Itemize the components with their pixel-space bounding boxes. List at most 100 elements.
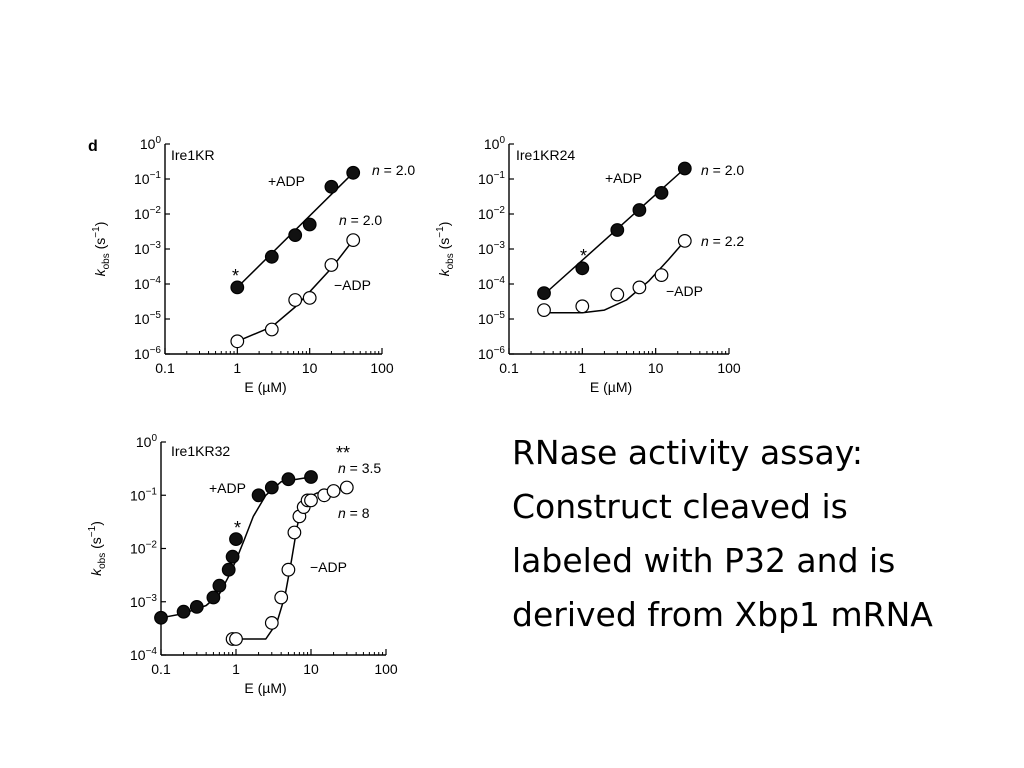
y-axis-label: kobs (s−1) <box>91 222 112 277</box>
panel-letter: d <box>88 138 98 155</box>
x-tick-label: 100 <box>370 360 394 376</box>
y-tick-label: 10−6 <box>478 345 505 362</box>
data-point-minus-adp <box>264 322 279 337</box>
hill-coefficient-label: n = 2.0 <box>372 162 415 178</box>
data-point-plus-adp <box>610 223 625 237</box>
y-tick-label: 10−1 <box>134 170 161 187</box>
data-point-minus-adp <box>654 268 669 283</box>
significance-marker: * <box>234 518 241 538</box>
data-point-plus-adp <box>346 165 361 180</box>
x-tick-label: 0.1 <box>151 661 171 677</box>
data-point-minus-adp <box>610 287 625 302</box>
data-point-plus-adp <box>264 480 279 495</box>
data-point-plus-adp <box>212 578 227 593</box>
y-tick-label: 10−3 <box>130 593 157 610</box>
caption-line: RNase activity assay: <box>512 433 864 472</box>
data-point-plus-adp <box>654 185 669 200</box>
data-point-minus-adp <box>302 291 317 305</box>
data-point-minus-adp <box>229 632 243 646</box>
series-label: −ADP <box>334 277 371 293</box>
panel-title: Ire1KR32 <box>171 443 230 459</box>
y-axis-label: kobs (s−1) <box>435 222 456 277</box>
x-tick-label: 10 <box>303 661 319 677</box>
hill-coefficient-label: n = 2.0 <box>701 162 744 178</box>
panel-title: Ire1KR24 <box>516 147 575 163</box>
hill-coefficient-label: n = 3.5 <box>338 460 381 476</box>
data-point-minus-adp <box>288 293 303 307</box>
data-point-minus-adp <box>274 590 289 605</box>
data-point-plus-adp <box>221 562 236 577</box>
data-point-minus-adp <box>281 562 296 577</box>
data-point-plus-adp <box>324 179 339 194</box>
data-point-plus-adp <box>304 470 318 484</box>
chart-panel-ire1kr: 100 10−1 10−2 10−3 10−4 10−5 10−60.1 1 10 100 E (µ… <box>91 135 415 395</box>
caption-text: RNase activity assay: Construct cleaved … <box>512 426 1012 642</box>
series-label: +ADP <box>605 170 642 186</box>
data-point-plus-adp <box>677 161 692 176</box>
data-point-plus-adp <box>302 217 317 232</box>
y-tick-label: 10−4 <box>130 646 157 663</box>
data-point-plus-adp <box>229 532 243 546</box>
x-tick-label: 1 <box>233 360 241 376</box>
x-tick-label: 0.1 <box>499 360 519 376</box>
data-point-minus-adp <box>537 303 551 318</box>
y-tick-label: 10−5 <box>478 310 505 327</box>
y-tick-label: 10−6 <box>134 345 161 362</box>
y-tick-label: 10−3 <box>134 240 161 257</box>
x-tick-label: 0.1 <box>155 360 175 376</box>
y-tick-label: 10−1 <box>478 170 505 187</box>
data-point-plus-adp <box>264 249 279 264</box>
significance-marker: * <box>580 246 587 266</box>
data-point-plus-adp <box>154 610 168 625</box>
data-point-plus-adp <box>206 590 221 605</box>
x-tick-label: 1 <box>578 360 586 376</box>
x-tick-label: 10 <box>302 360 318 376</box>
caption-line: Construct cleaved is <box>512 487 848 526</box>
data-point-minus-adp <box>264 616 279 630</box>
data-point-plus-adp <box>176 604 191 619</box>
x-tick-label: 10 <box>648 360 664 376</box>
data-point-minus-adp <box>346 233 361 248</box>
hill-coefficient-label: n = 8 <box>338 505 370 521</box>
data-point-plus-adp <box>537 286 551 301</box>
significance-marker: * <box>232 266 239 286</box>
hill-coefficient-label: n = 2.2 <box>701 233 744 249</box>
panel-title: Ire1KR <box>171 147 215 163</box>
data-point-plus-adp <box>189 600 204 614</box>
fit-line-plus-adp <box>160 476 312 619</box>
data-point-plus-adp <box>288 228 303 243</box>
data-point-minus-adp <box>339 480 354 495</box>
x-tick-label: 100 <box>374 661 398 677</box>
data-point-plus-adp <box>632 203 647 217</box>
y-axis-label: kobs (s−1) <box>87 521 108 576</box>
y-tick-label: 100 <box>136 433 158 450</box>
data-point-plus-adp <box>225 549 240 564</box>
y-tick-label: 10−1 <box>130 486 157 503</box>
data-point-minus-adp <box>287 525 302 540</box>
series-label: +ADP <box>268 173 305 189</box>
data-point-plus-adp <box>575 261 590 276</box>
data-point-minus-adp <box>230 334 245 349</box>
y-tick-label: 10−5 <box>134 310 161 327</box>
chart-panel-ire1kr24: 100 10−1 10−2 10−3 10−4 10−5 10−60.1 1 10 100 E (µ… <box>435 135 744 395</box>
series-label: +ADP <box>209 480 246 496</box>
x-axis-label: E (µM) <box>244 379 286 395</box>
y-tick-label: 10−2 <box>478 205 505 222</box>
data-point-minus-adp <box>326 484 341 498</box>
y-tick-label: 10−2 <box>134 205 161 222</box>
x-tick-label: 1 <box>232 661 240 677</box>
data-point-minus-adp <box>304 493 318 508</box>
series-label: −ADP <box>310 559 347 575</box>
hill-coefficient-label: n = 2.0 <box>339 212 382 228</box>
caption-line: derived from Xbp1 mRNA <box>512 595 933 634</box>
data-point-plus-adp <box>281 472 296 487</box>
y-tick-label: 100 <box>140 135 162 152</box>
data-point-minus-adp <box>677 233 692 248</box>
y-tick-label: 10−4 <box>478 275 505 292</box>
y-tick-label: 100 <box>484 135 506 152</box>
y-tick-label: 10−2 <box>130 540 157 557</box>
data-point-minus-adp <box>632 280 647 295</box>
data-point-minus-adp <box>324 258 339 272</box>
